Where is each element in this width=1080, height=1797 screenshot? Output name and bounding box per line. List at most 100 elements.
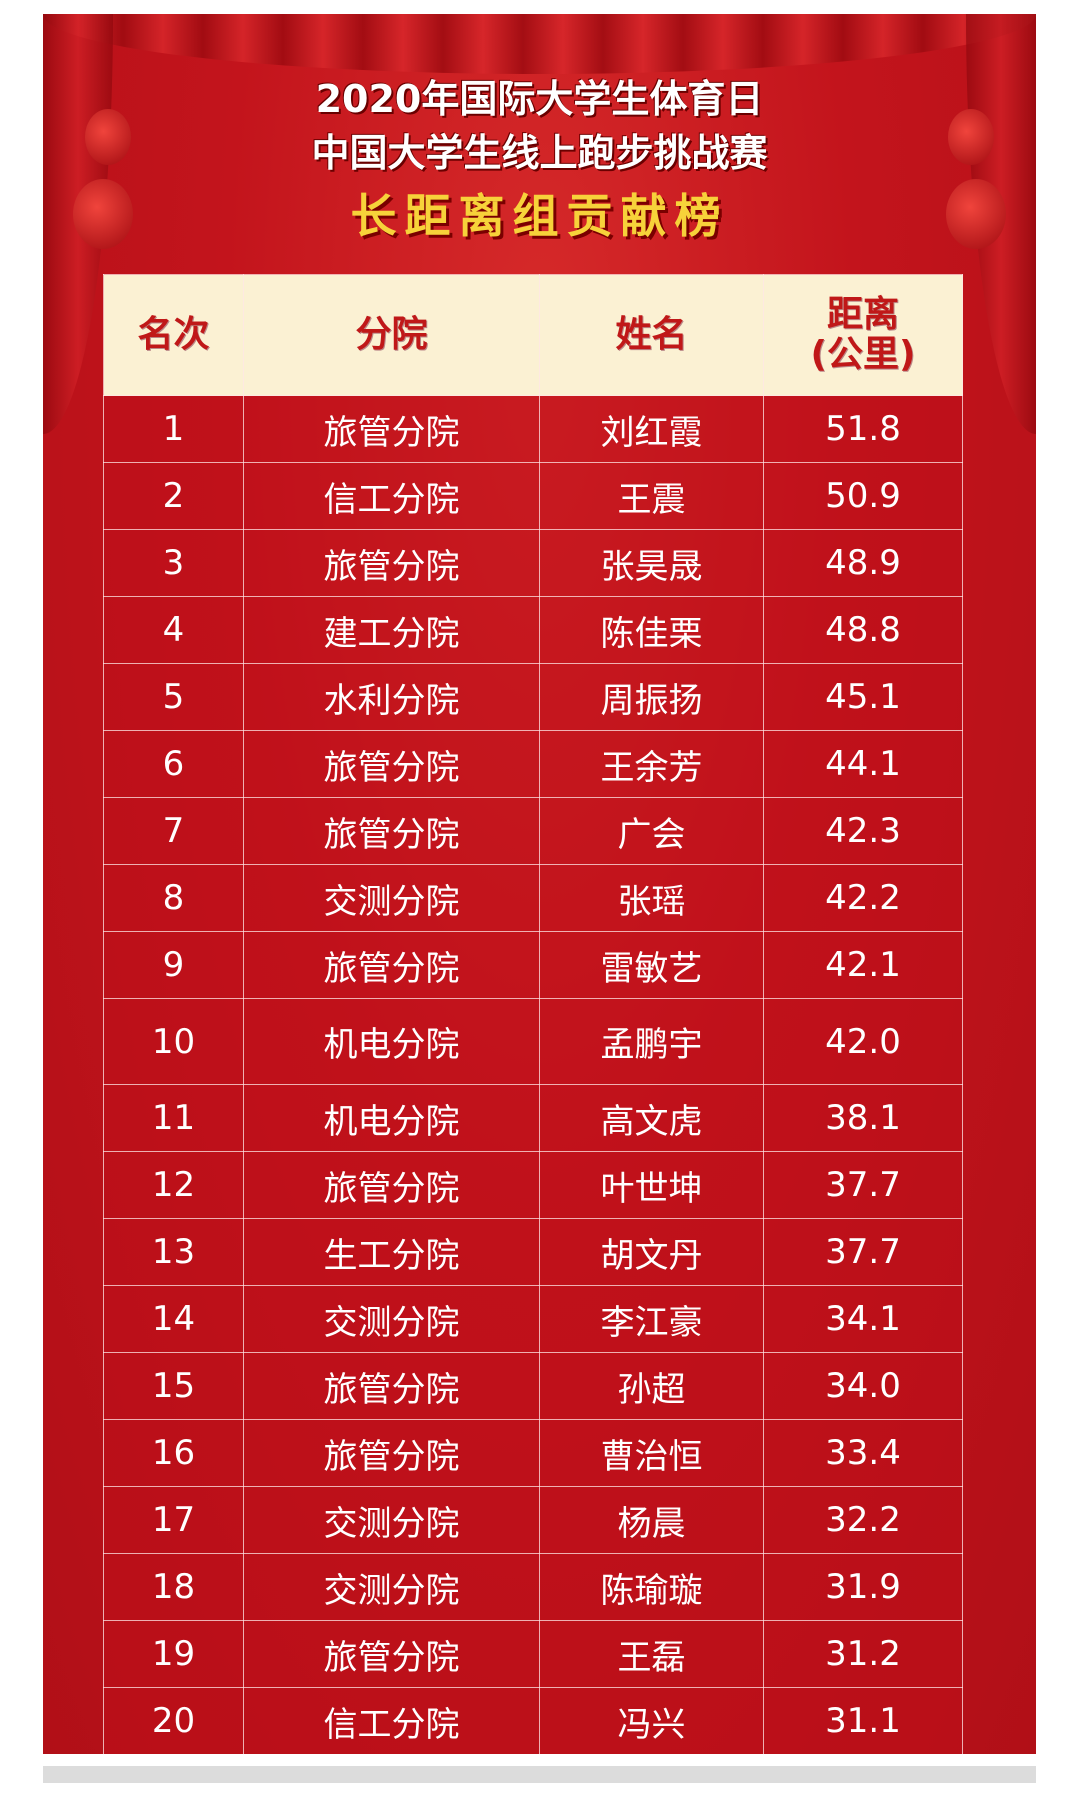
- college-cell: 旅管分院: [243, 1352, 540, 1420]
- rank-cell: 4: [103, 596, 244, 664]
- curtain-decoration: [43, 14, 1036, 74]
- distance-cell: 51.8: [763, 395, 963, 463]
- title-line-1: 2020年国际大学生体育日: [315, 77, 764, 121]
- table-row: 15 旅管分院 孙超 34.0: [103, 1352, 963, 1420]
- distance-cell: 48.9: [763, 529, 963, 597]
- rank-cell: 5: [103, 663, 244, 731]
- rank-cell: 19: [103, 1620, 244, 1688]
- distance-cell: 42.2: [763, 864, 963, 932]
- name-cell: 杨晨: [539, 1486, 764, 1554]
- table-header-row: 名次 分院 姓名 距离 (公里): [103, 274, 963, 396]
- college-cell: 机电分院: [243, 998, 540, 1085]
- college-cell: 交测分院: [243, 864, 540, 932]
- college-cell: 建工分院: [243, 596, 540, 664]
- lantern-icon: [85, 109, 131, 165]
- distance-cell: 33.4: [763, 1419, 963, 1487]
- distance-cell: 42.1: [763, 931, 963, 999]
- table-row: 9 旅管分院 雷敏艺 42.1: [103, 931, 963, 999]
- distance-cell: 45.1: [763, 663, 963, 731]
- leaderboard-table: 名次 分院 姓名 距离 (公里) 1 旅管分院 刘红霞 51.8 2 信工分院 王震 50.9 3…: [103, 274, 963, 1754]
- college-cell: 交测分院: [243, 1285, 540, 1353]
- lantern-icon: [946, 179, 1006, 249]
- table-row: 4 建工分院 陈佳栗 48.8: [103, 596, 963, 664]
- rank-cell: 20: [103, 1687, 244, 1754]
- college-cell: 旅管分院: [243, 931, 540, 999]
- distance-cell: 42.3: [763, 797, 963, 865]
- distance-cell: 38.1: [763, 1084, 963, 1152]
- college-cell: 旅管分院: [243, 529, 540, 597]
- rank-cell: 12: [103, 1151, 244, 1219]
- college-cell: 信工分院: [243, 462, 540, 530]
- table-row: 16 旅管分院 曹治恒 33.4: [103, 1419, 963, 1487]
- name-cell: 王震: [539, 462, 764, 530]
- title-line-3: 长距离组贡献榜: [350, 189, 729, 243]
- college-cell: 旅管分院: [243, 797, 540, 865]
- rank-cell: 14: [103, 1285, 244, 1353]
- column-header-name: 姓名: [539, 274, 764, 396]
- college-cell: 旅管分院: [243, 1620, 540, 1688]
- name-cell: 叶世坤: [539, 1151, 764, 1219]
- college-cell: 生工分院: [243, 1218, 540, 1286]
- name-cell: 冯兴: [539, 1687, 764, 1754]
- table-row: 20 信工分院 冯兴 31.1: [103, 1687, 963, 1754]
- name-cell: 广会: [539, 797, 764, 865]
- rank-cell: 9: [103, 931, 244, 999]
- name-cell: 李江豪: [539, 1285, 764, 1353]
- name-cell: 王磊: [539, 1620, 764, 1688]
- table-row: 18 交测分院 陈瑜璇 31.9: [103, 1553, 963, 1621]
- distance-cell: 31.2: [763, 1620, 963, 1688]
- lantern-icon: [73, 179, 133, 249]
- table-row: 2 信工分院 王震 50.9: [103, 462, 963, 530]
- distance-cell: 44.1: [763, 730, 963, 798]
- name-cell: 周振扬: [539, 663, 764, 731]
- distance-cell: 32.2: [763, 1486, 963, 1554]
- distance-label: 距离: [826, 294, 899, 335]
- distance-cell: 42.0: [763, 998, 963, 1085]
- name-cell: 雷敏艺: [539, 931, 764, 999]
- college-cell: 旅管分院: [243, 730, 540, 798]
- table-row: 11 机电分院 高文虎 38.1: [103, 1084, 963, 1152]
- rank-cell: 15: [103, 1352, 244, 1420]
- rank-cell: 17: [103, 1486, 244, 1554]
- table-row: 12 旅管分院 叶世坤 37.7: [103, 1151, 963, 1219]
- table-row: 17 交测分院 杨晨 32.2: [103, 1486, 963, 1554]
- name-cell: 曹治恒: [539, 1419, 764, 1487]
- college-cell: 旅管分院: [243, 1419, 540, 1487]
- column-header-distance: 距离 (公里): [763, 274, 963, 396]
- distance-unit: (公里): [810, 334, 916, 375]
- rank-cell: 10: [103, 998, 244, 1085]
- name-cell: 刘红霞: [539, 395, 764, 463]
- distance-cell: 34.0: [763, 1352, 963, 1420]
- poster: 2020年国际大学生体育日 中国大学生线上跑步挑战赛 长距离组贡献榜 名次 分院…: [43, 14, 1036, 1754]
- rank-cell: 6: [103, 730, 244, 798]
- table-row: 14 交测分院 李江豪 34.1: [103, 1285, 963, 1353]
- college-cell: 交测分院: [243, 1553, 540, 1621]
- college-cell: 水利分院: [243, 663, 540, 731]
- distance-cell: 34.1: [763, 1285, 963, 1353]
- name-cell: 陈佳栗: [539, 596, 764, 664]
- table-row: 6 旅管分院 王余芳 44.1: [103, 730, 963, 798]
- distance-cell: 31.1: [763, 1687, 963, 1754]
- college-cell: 交测分院: [243, 1486, 540, 1554]
- column-header-college: 分院: [243, 274, 540, 396]
- table-row: 5 水利分院 周振扬 45.1: [103, 663, 963, 731]
- college-cell: 旅管分院: [243, 1151, 540, 1219]
- distance-cell: 50.9: [763, 462, 963, 530]
- table-row: 7 旅管分院 广会 42.3: [103, 797, 963, 865]
- table-row: 19 旅管分院 王磊 31.2: [103, 1620, 963, 1688]
- rank-cell: 8: [103, 864, 244, 932]
- name-cell: 胡文丹: [539, 1218, 764, 1286]
- name-cell: 陈瑜璇: [539, 1553, 764, 1621]
- rank-cell: 1: [103, 395, 244, 463]
- title-line-2: 中国大学生线上跑步挑战赛: [311, 131, 768, 175]
- name-cell: 张昊晟: [539, 529, 764, 597]
- distance-cell: 48.8: [763, 596, 963, 664]
- distance-cell: 37.7: [763, 1218, 963, 1286]
- distance-cell: 37.7: [763, 1151, 963, 1219]
- name-cell: 孙超: [539, 1352, 764, 1420]
- distance-cell: 31.9: [763, 1553, 963, 1621]
- table-row: 10 机电分院 孟鹏宇 42.0: [103, 998, 963, 1085]
- rank-cell: 13: [103, 1218, 244, 1286]
- college-cell: 信工分院: [243, 1687, 540, 1754]
- rank-cell: 2: [103, 462, 244, 530]
